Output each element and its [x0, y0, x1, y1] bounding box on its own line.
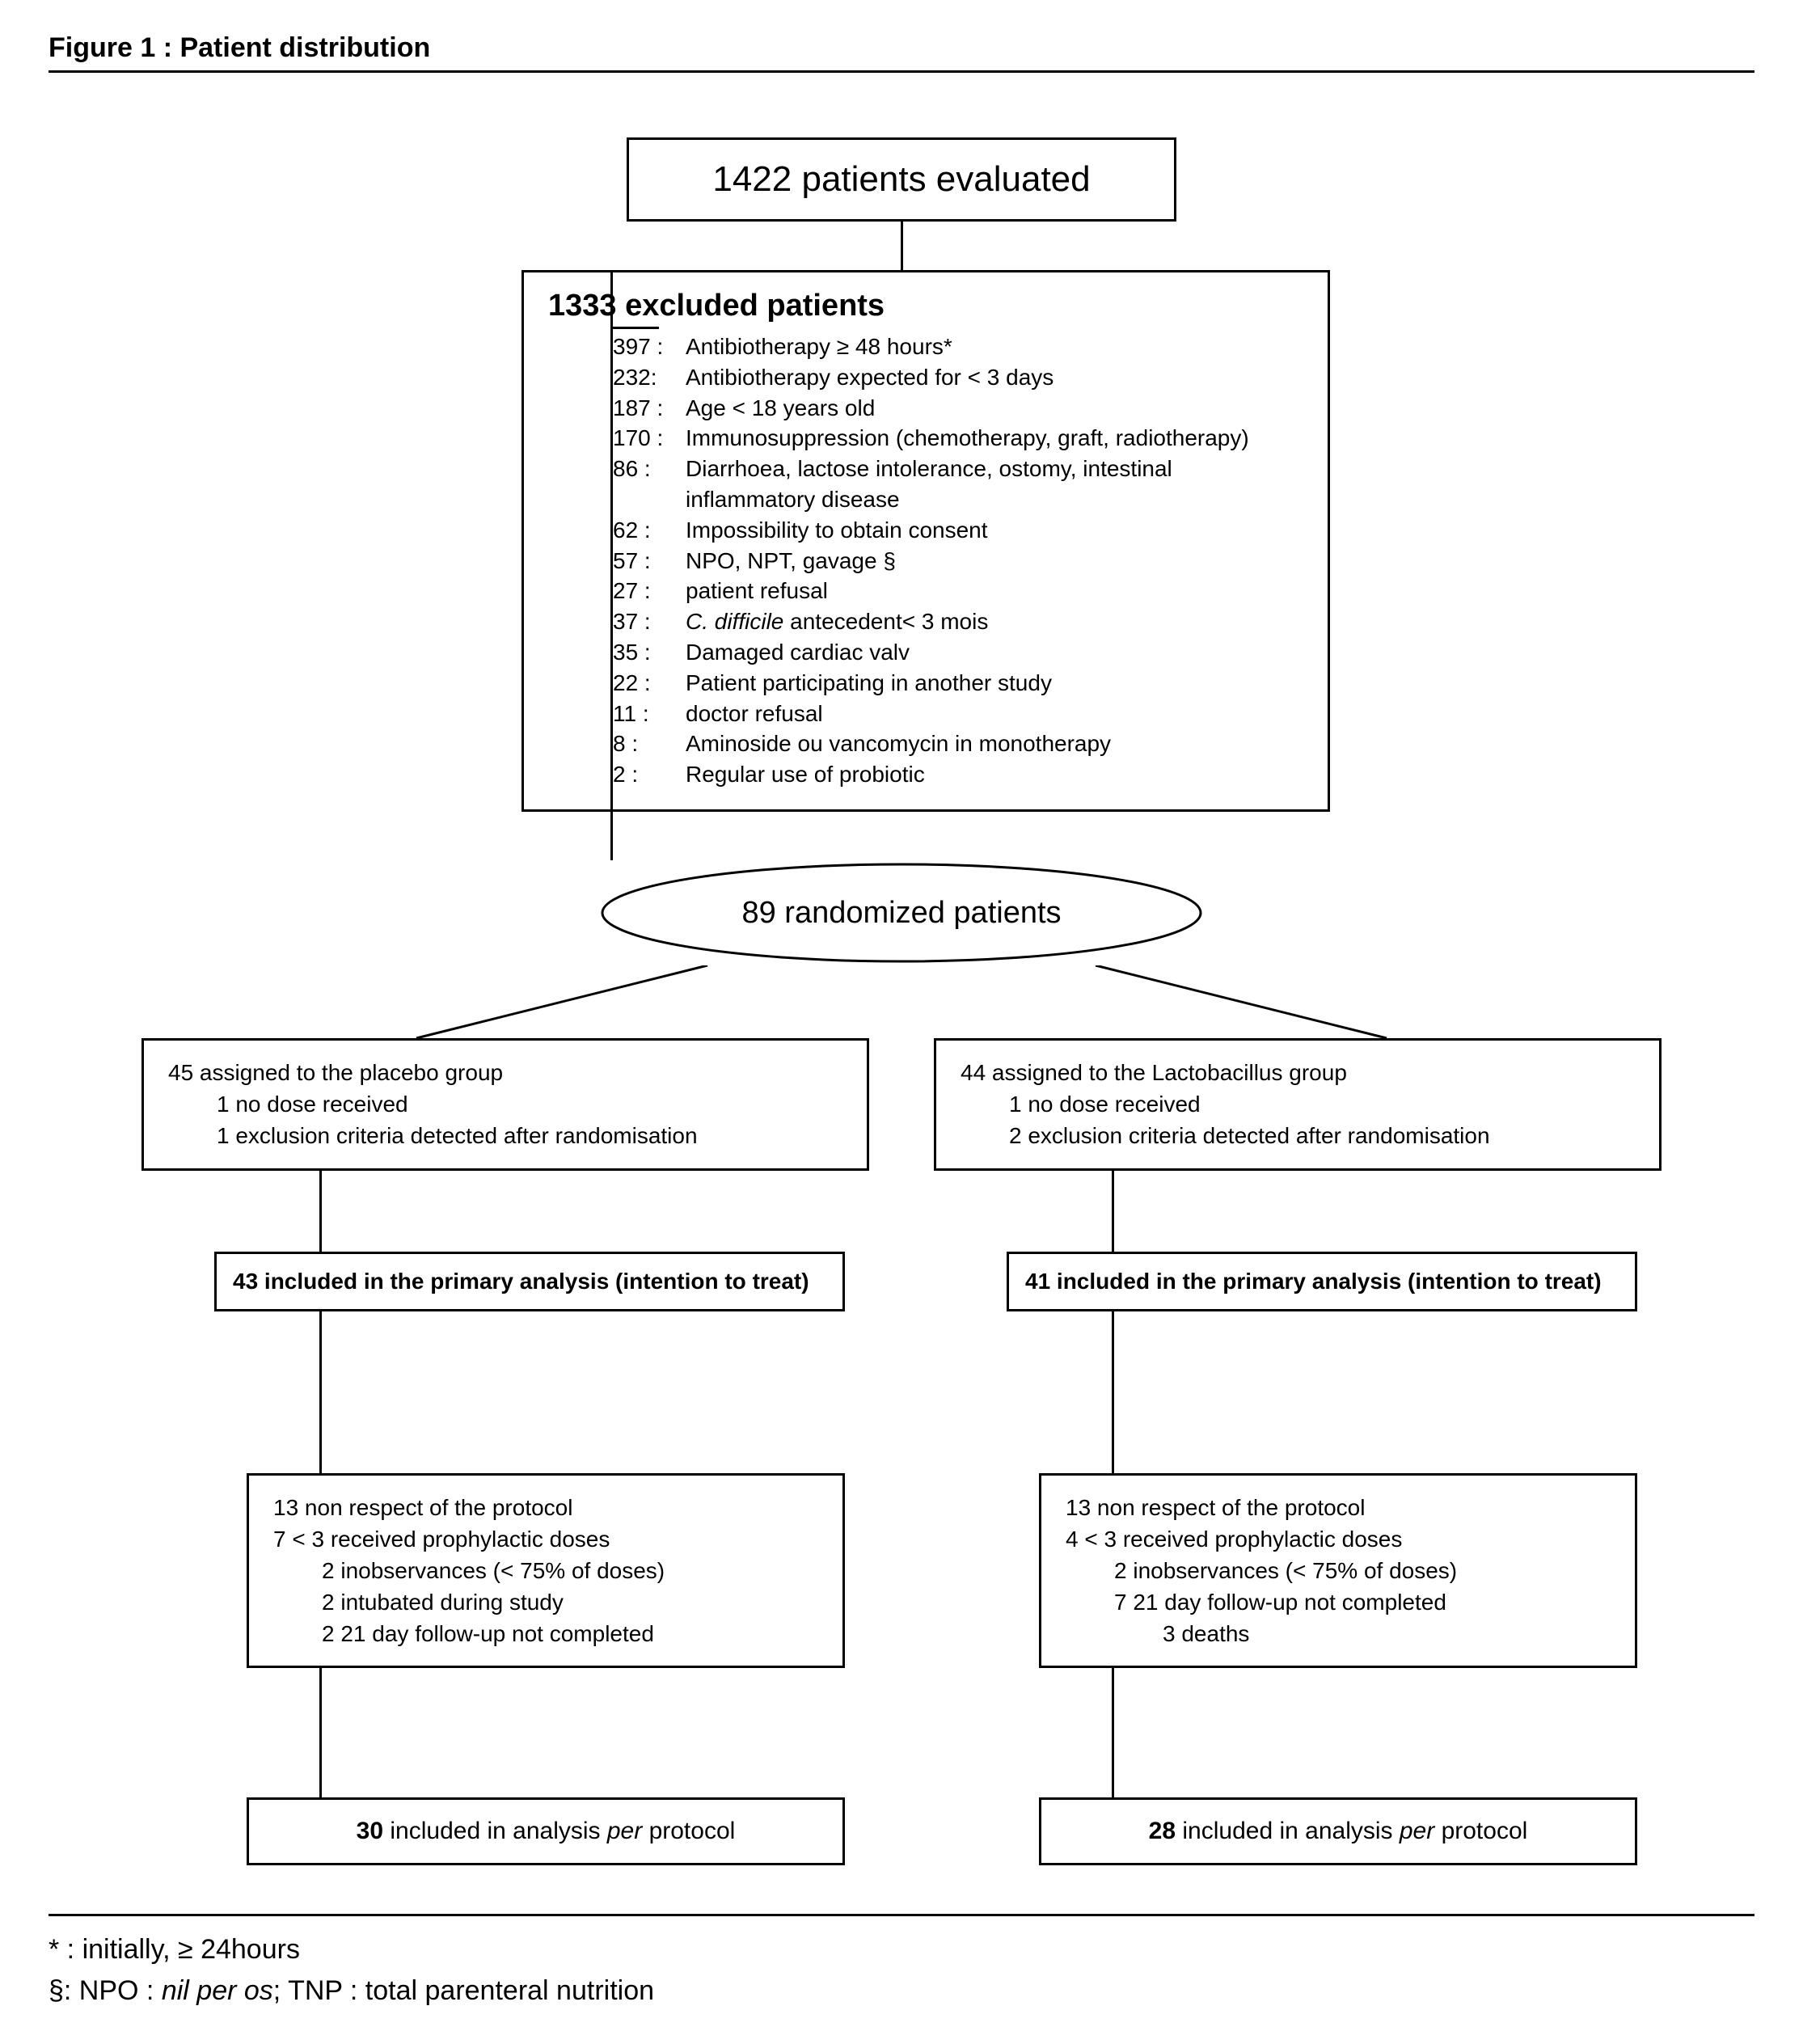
excluded-item: 57 :NPO, NPT, gavage §	[548, 546, 1303, 576]
flowchart: 1422 patients evaluated 1333 excluded pa…	[53, 137, 1750, 1865]
figure-title: Figure 1 : Patient distribution	[49, 32, 1754, 73]
excluded-item: 62 :Impossibility to obtain consent	[548, 515, 1303, 546]
connector	[610, 812, 613, 860]
connector	[319, 1311, 322, 1473]
node-final-lacto: 28 included in analysis per protocol	[1039, 1797, 1637, 1865]
connector	[610, 327, 659, 329]
node-evaluated: 1422 patients evaluated	[627, 137, 1176, 222]
excluded-item: 187 :Age < 18 years old	[548, 393, 1303, 424]
excluded-item: 170 :Immunosuppression (chemotherapy, gr…	[548, 423, 1303, 454]
node-final-placebo: 30 included in analysis per protocol	[247, 1797, 845, 1865]
svg-text:89 randomized patients: 89 randomized patients	[741, 896, 1061, 930]
node-protocol-placebo: 13 non respect of the protocol 7 < 3 rec…	[247, 1473, 845, 1669]
excluded-item: 232:Antibiotherapy expected for < 3 days	[548, 362, 1303, 393]
excluded-item: 11 :doctor refusal	[548, 699, 1303, 729]
footnotes: * : initially, ≥ 24hours §: NPO : nil pe…	[49, 1914, 1754, 2012]
node-assign-placebo: 45 assigned to the placebo group 1 no do…	[141, 1038, 869, 1171]
excluded-list: 397 :Antibiotherapy ≥ 48 hours*232:Antib…	[548, 332, 1303, 790]
excluded-item: 35 :Damaged cardiac valv	[548, 637, 1303, 668]
branch-lactobacillus: 44 assigned to the Lactobacillus group 1…	[934, 1038, 1662, 1866]
connector	[1112, 1311, 1114, 1473]
node-itt-placebo: 43 included in the primary analysis (int…	[214, 1252, 845, 1311]
node-itt-lacto: 41 included in the primary analysis (int…	[1007, 1252, 1637, 1311]
connector	[319, 1668, 322, 1797]
branches: 45 assigned to the placebo group 1 no do…	[53, 1038, 1750, 1866]
excluded-item: 27 :patient refusal	[548, 576, 1303, 606]
node-protocol-lacto: 13 non respect of the protocol 4 < 3 rec…	[1039, 1473, 1637, 1669]
connector	[319, 1171, 322, 1252]
connector	[610, 270, 613, 812]
excluded-item: 37 :C. difficile antecedent< 3 mois	[548, 606, 1303, 637]
connector	[1112, 1171, 1114, 1252]
node-randomized: 89 randomized patients	[53, 860, 1750, 965]
footnote-1: * : initially, ≥ 24hours	[49, 1929, 1754, 1970]
excluded-item: 22 :Patient participating in another stu…	[548, 668, 1303, 699]
footnote-2: §: NPO : nil per os; TNP : total parente…	[49, 1970, 1754, 2012]
node-assign-lacto: 44 assigned to the Lactobacillus group 1…	[934, 1038, 1662, 1171]
node-excluded: 1333 excluded patients 397 :Antibiothera…	[521, 270, 1330, 812]
split-connector	[141, 965, 1662, 1038]
excluded-title: 1333 excluded patients	[548, 289, 1303, 323]
connector	[1112, 1668, 1114, 1797]
excluded-item: 8 :Aminoside ou vancomycin in monotherap…	[548, 728, 1303, 759]
excluded-item: 86 :Diarrhoea, lactose intolerance, osto…	[548, 454, 1303, 515]
excluded-item: 397 :Antibiotherapy ≥ 48 hours*	[548, 332, 1303, 362]
excluded-item: 2 :Regular use of probiotic	[548, 759, 1303, 790]
branch-placebo: 45 assigned to the placebo group 1 no do…	[141, 1038, 869, 1866]
